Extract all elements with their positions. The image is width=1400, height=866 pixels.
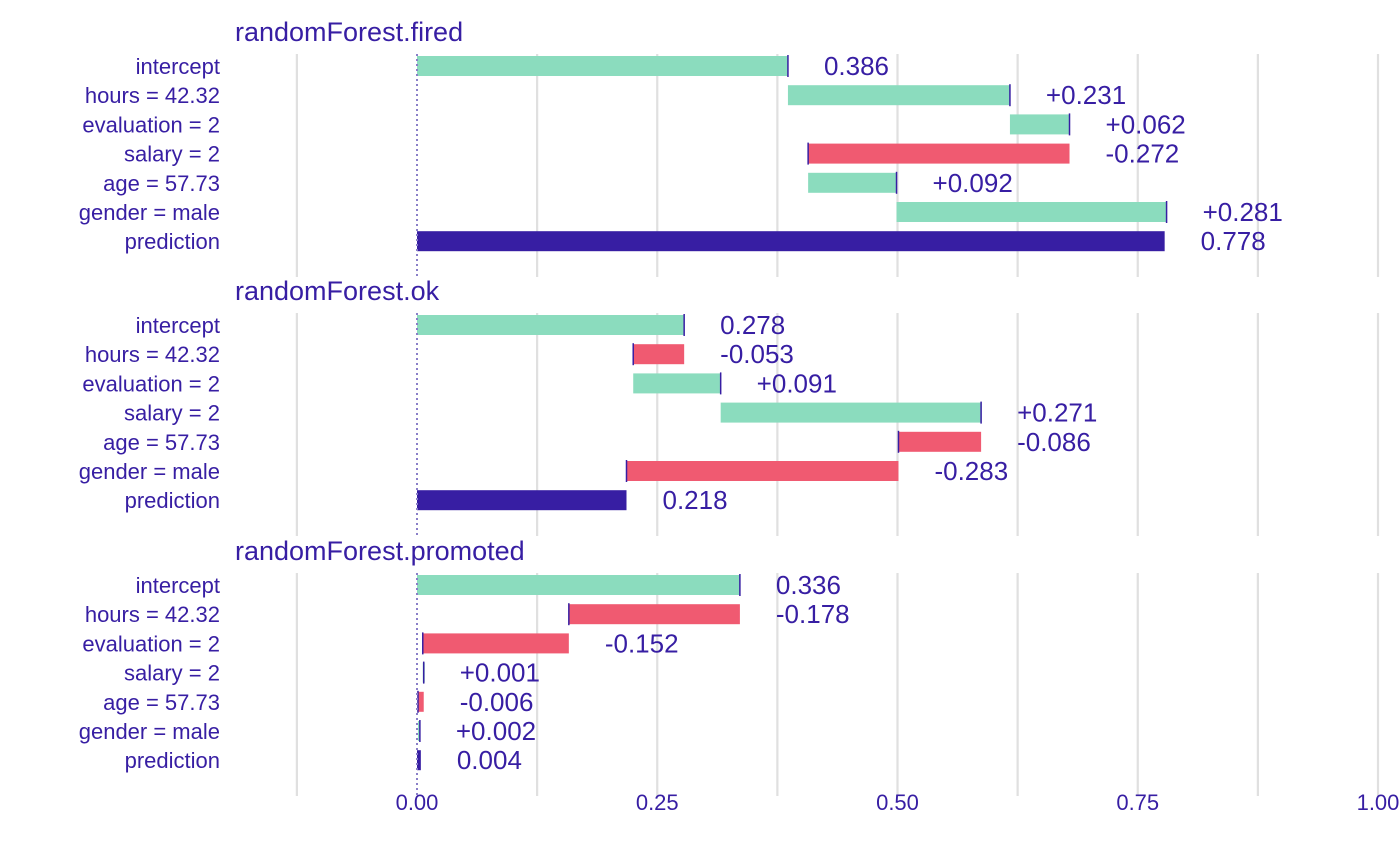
value-label: +0.091: [757, 368, 837, 398]
row-label: evaluation = 2: [82, 631, 220, 656]
waterfall-bar: [1009, 114, 1070, 135]
row-label: intercept: [136, 573, 220, 598]
x-tick-label: 0.25: [636, 790, 679, 815]
row-label: salary = 2: [124, 142, 220, 167]
value-label: +0.231: [1046, 80, 1126, 110]
row-label: evaluation = 2: [82, 112, 220, 137]
row-label: prediction: [125, 488, 220, 513]
row-label: gender = male: [79, 459, 220, 484]
value-label: -0.086: [1017, 427, 1091, 457]
value-label: -0.272: [1106, 139, 1180, 169]
value-label: +0.001: [460, 658, 540, 688]
x-tick-label: 0.50: [876, 790, 919, 815]
row-label: prediction: [125, 748, 220, 773]
waterfall-bar: [808, 143, 1070, 164]
waterfall-bar: [896, 202, 1167, 222]
x-tick-label: 0.00: [396, 790, 439, 815]
value-label: 0.778: [1201, 226, 1266, 256]
waterfall-bar: [787, 85, 1010, 106]
value-label: 0.336: [776, 570, 841, 600]
value-label: +0.092: [933, 168, 1013, 198]
waterfall-bar: [417, 56, 788, 76]
row-label: evaluation = 2: [82, 371, 220, 396]
waterfall-bar: [626, 461, 899, 481]
waterfall-bar: [568, 604, 740, 625]
waterfall-bar: [898, 431, 982, 452]
panel-title: randomForest.ok: [235, 276, 440, 306]
row-label: intercept: [136, 313, 220, 338]
waterfall-bar: [417, 721, 420, 741]
value-label: 0.386: [824, 51, 889, 81]
value-label: +0.281: [1203, 197, 1283, 227]
panel-title: randomForest.fired: [235, 17, 463, 47]
row-label: salary = 2: [124, 661, 220, 686]
value-label: -0.178: [776, 599, 850, 629]
value-label: +0.002: [456, 716, 536, 746]
row-label: age = 57.73: [103, 171, 220, 196]
waterfall-bar: [633, 373, 721, 394]
waterfall-bar: [417, 231, 1165, 252]
x-tick-label: 0.75: [1116, 790, 1159, 815]
row-label: hours = 42.32: [85, 83, 220, 108]
value-label: +0.062: [1106, 109, 1186, 139]
waterfall-bar: [417, 575, 740, 595]
waterfall-bar: [417, 490, 627, 511]
value-label: -0.152: [605, 628, 679, 658]
waterfall-bar: [633, 344, 685, 365]
value-label: -0.283: [934, 456, 1008, 486]
row-label: hours = 42.32: [85, 342, 220, 367]
row-label: intercept: [136, 54, 220, 79]
row-label: age = 57.73: [103, 690, 220, 715]
row-label: gender = male: [79, 200, 220, 225]
value-label: -0.053: [720, 339, 794, 369]
value-label: +0.271: [1017, 398, 1097, 428]
row-label: prediction: [125, 229, 220, 254]
row-label: gender = male: [79, 719, 220, 744]
panel-title: randomForest.promoted: [235, 536, 525, 566]
waterfall-bar: [808, 172, 897, 193]
row-label: hours = 42.32: [85, 602, 220, 627]
waterfall-bar: [720, 402, 982, 423]
waterfall-bar: [417, 315, 685, 335]
waterfall-bar: [417, 691, 424, 712]
x-tick-label: 1.00: [1357, 790, 1400, 815]
value-label: 0.218: [662, 485, 727, 515]
waterfall-bar: [417, 750, 421, 771]
value-label: -0.006: [460, 687, 534, 717]
row-label: salary = 2: [124, 401, 220, 426]
value-label: 0.278: [720, 310, 785, 340]
row-label: age = 57.73: [103, 430, 220, 455]
waterfall-bar: [422, 633, 569, 654]
value-label: 0.004: [457, 745, 522, 775]
